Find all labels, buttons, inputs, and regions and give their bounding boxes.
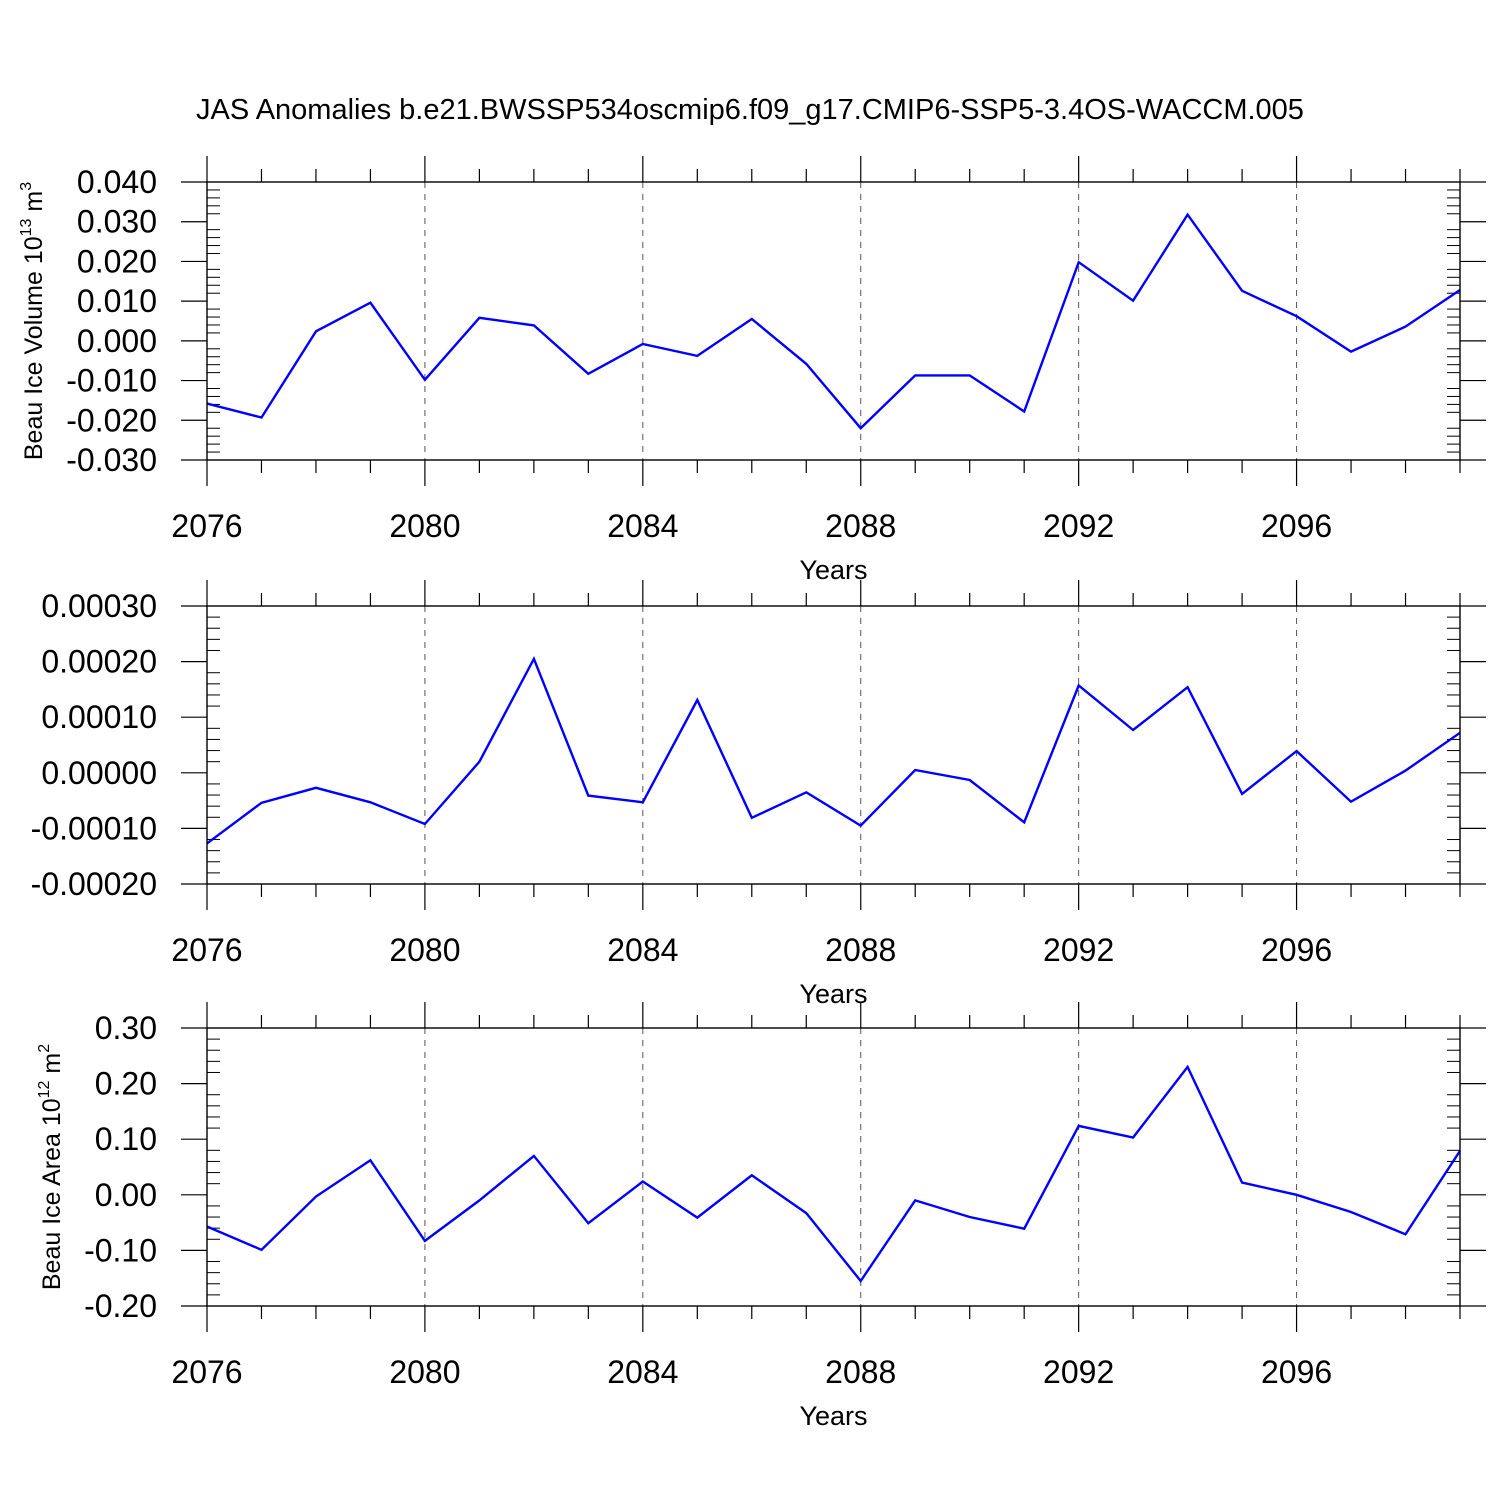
y-tick-label: -0.00020	[31, 866, 157, 902]
x-tick-label: 2084	[607, 508, 678, 544]
y-tick-label: -0.20	[84, 1288, 157, 1324]
y-tick-label: 0.010	[77, 283, 157, 319]
x-axis-label: Years	[799, 979, 867, 1009]
y-axis-label-superscript: 2	[36, 1044, 53, 1053]
x-tick-label: 2096	[1261, 932, 1332, 968]
y-axis-label-superscript: 13	[18, 218, 35, 236]
y-tick-label: 0.000	[77, 323, 157, 359]
y-axis-label-part: Beau Ice Area 10	[38, 1098, 66, 1290]
y-axis-label: Beau Ice Volume 1013 m3	[18, 182, 48, 460]
y-tick-label: 0.30	[95, 1010, 157, 1046]
y-axis-label-part: m	[38, 1053, 66, 1081]
x-tick-label: 2076	[171, 508, 242, 544]
y-tick-label: 0.00010	[41, 699, 157, 735]
y-tick-label: -0.010	[66, 363, 157, 399]
figure-title: JAS Anomalies b.e21.BWSSP534oscmip6.f09_…	[196, 94, 1304, 126]
x-tick-label: 2092	[1043, 508, 1114, 544]
y-tick-label: 0.040	[77, 164, 157, 200]
plot-frame	[206, 605, 1461, 885]
x-tick-label: 2088	[825, 508, 896, 544]
x-tick-label: 2088	[825, 1354, 896, 1390]
chart-panel-2: -0.00020 -0.00010 0.00000 0.00010 0.00020 0.0…	[31, 580, 1486, 1009]
plot-frame	[206, 181, 1461, 461]
y-tick-label: 0.00000	[41, 755, 157, 791]
y-tick-label: 0.20	[95, 1066, 157, 1102]
series-line	[206, 1064, 1462, 1284]
y-tick-label: 0.020	[77, 243, 157, 279]
series-line	[206, 655, 1461, 845]
x-tick-label: 2076	[171, 1354, 242, 1390]
y-axis-label-superscript: 12	[36, 1080, 53, 1098]
y-tick-label: 0.00020	[41, 644, 157, 680]
x-tick-label: 2088	[825, 932, 896, 968]
x-tick-label: 2080	[389, 932, 460, 968]
series-line	[206, 212, 1461, 430]
y-tick-label: 0.00030	[41, 588, 157, 624]
x-tick-label: 2096	[1261, 1354, 1332, 1390]
y-tick-label: -0.00010	[31, 810, 157, 846]
x-tick-label: 2084	[607, 1354, 678, 1390]
y-tick-label: -0.030	[66, 442, 157, 478]
y-axis-label-superscript: 3	[18, 182, 35, 191]
chart-panel-3: -0.20 -0.10 0.00 0.10 0.20 0.30 2076 2080 2084 20…	[36, 1002, 1486, 1431]
y-tick-label: 0.030	[77, 204, 157, 240]
y-tick-label: -0.10	[84, 1232, 157, 1268]
plot-frame	[206, 1027, 1461, 1307]
y-tick-label: 0.00	[95, 1177, 157, 1213]
y-axis-label-part: Beau Ice Volume 10	[20, 236, 48, 460]
y-axis-label-part: m	[20, 191, 48, 219]
x-tick-label: 2096	[1261, 508, 1332, 544]
x-tick-label: 2076	[171, 932, 242, 968]
x-tick-label: 2092	[1043, 1354, 1114, 1390]
y-tick-label: -0.020	[66, 402, 157, 438]
x-tick-label: 2080	[389, 1354, 460, 1390]
y-axis-label: Beau Ice Area 1012 m2	[36, 1044, 66, 1290]
x-tick-label: 2084	[607, 932, 678, 968]
x-axis-label: Years	[799, 555, 867, 585]
x-tick-label: 2092	[1043, 932, 1114, 968]
y-tick-label: 0.10	[95, 1121, 157, 1157]
x-tick-label: 2080	[389, 508, 460, 544]
x-axis-label: Years	[799, 1401, 867, 1431]
